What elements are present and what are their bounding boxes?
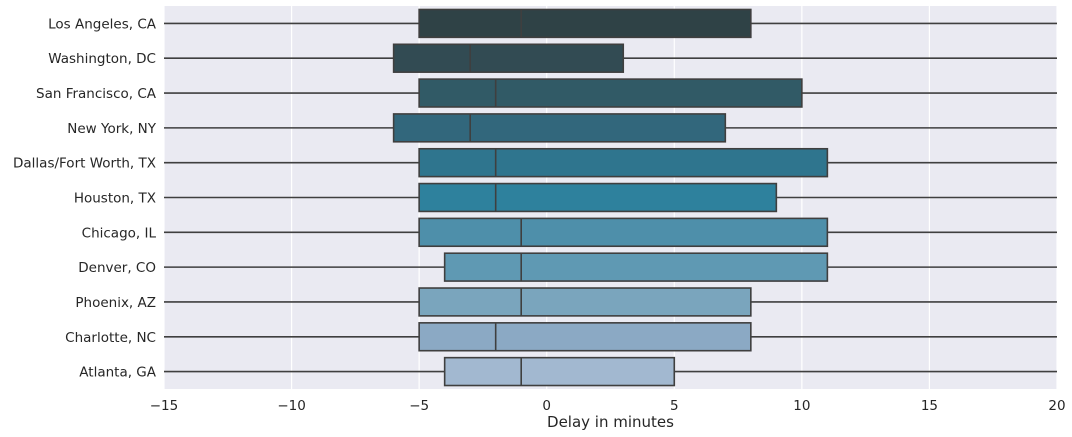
x-tick-label: −5 xyxy=(409,398,429,414)
box-group xyxy=(164,78,1057,108)
box xyxy=(418,322,752,352)
x-tick-label: 5 xyxy=(670,398,679,414)
box-group xyxy=(164,8,1057,39)
box xyxy=(418,78,803,108)
y-category-label: Chicago, IL xyxy=(82,225,157,241)
y-category-label: New York, NY xyxy=(67,121,156,137)
x-tick-label: 20 xyxy=(1048,398,1065,414)
y-category-label: Denver, CO xyxy=(78,260,156,276)
y-category-label: Charlotte, NC xyxy=(65,330,156,346)
box xyxy=(443,252,829,282)
box xyxy=(443,356,676,387)
x-axis-title: Delay in minutes xyxy=(547,413,674,431)
y-category-label: Phoenix, AZ xyxy=(75,295,156,311)
y-axis-labels: Los Angeles, CA Washington, DC San Francis… xyxy=(13,16,157,380)
box xyxy=(418,182,778,213)
y-category-label: San Francisco, CA xyxy=(36,86,157,102)
box xyxy=(418,8,752,39)
y-category-label: Los Angeles, CA xyxy=(48,16,157,32)
box-group xyxy=(164,147,1057,178)
x-tick-label: 15 xyxy=(921,398,938,414)
y-category-label: Houston, TX xyxy=(74,191,156,207)
y-category-label: Dallas/Fort Worth, TX xyxy=(13,156,156,172)
x-axis-ticks: −15 −10 −5 0 5 10 15 20 xyxy=(150,398,1066,414)
box-group xyxy=(164,43,1057,73)
box-group xyxy=(164,217,1057,248)
box-group xyxy=(164,356,1057,387)
box xyxy=(418,217,829,248)
box xyxy=(392,43,625,73)
box-group xyxy=(164,322,1057,352)
box-group xyxy=(164,113,1057,143)
box-group xyxy=(164,182,1057,213)
box-group xyxy=(164,287,1057,317)
box xyxy=(418,147,829,178)
box xyxy=(418,287,752,317)
box-series xyxy=(164,8,1057,387)
y-category-label: Atlanta, GA xyxy=(79,365,156,381)
x-tick-label: −15 xyxy=(150,398,179,414)
y-category-label: Washington, DC xyxy=(48,51,156,67)
x-tick-label: −10 xyxy=(277,398,306,414)
box-group xyxy=(164,252,1057,282)
box xyxy=(392,113,727,143)
x-tick-label: 10 xyxy=(793,398,810,414)
x-tick-label: 0 xyxy=(542,398,551,414)
